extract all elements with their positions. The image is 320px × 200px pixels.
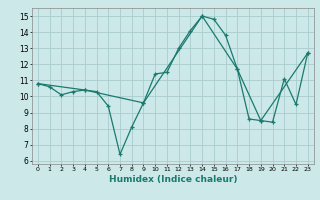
X-axis label: Humidex (Indice chaleur): Humidex (Indice chaleur) <box>108 175 237 184</box>
